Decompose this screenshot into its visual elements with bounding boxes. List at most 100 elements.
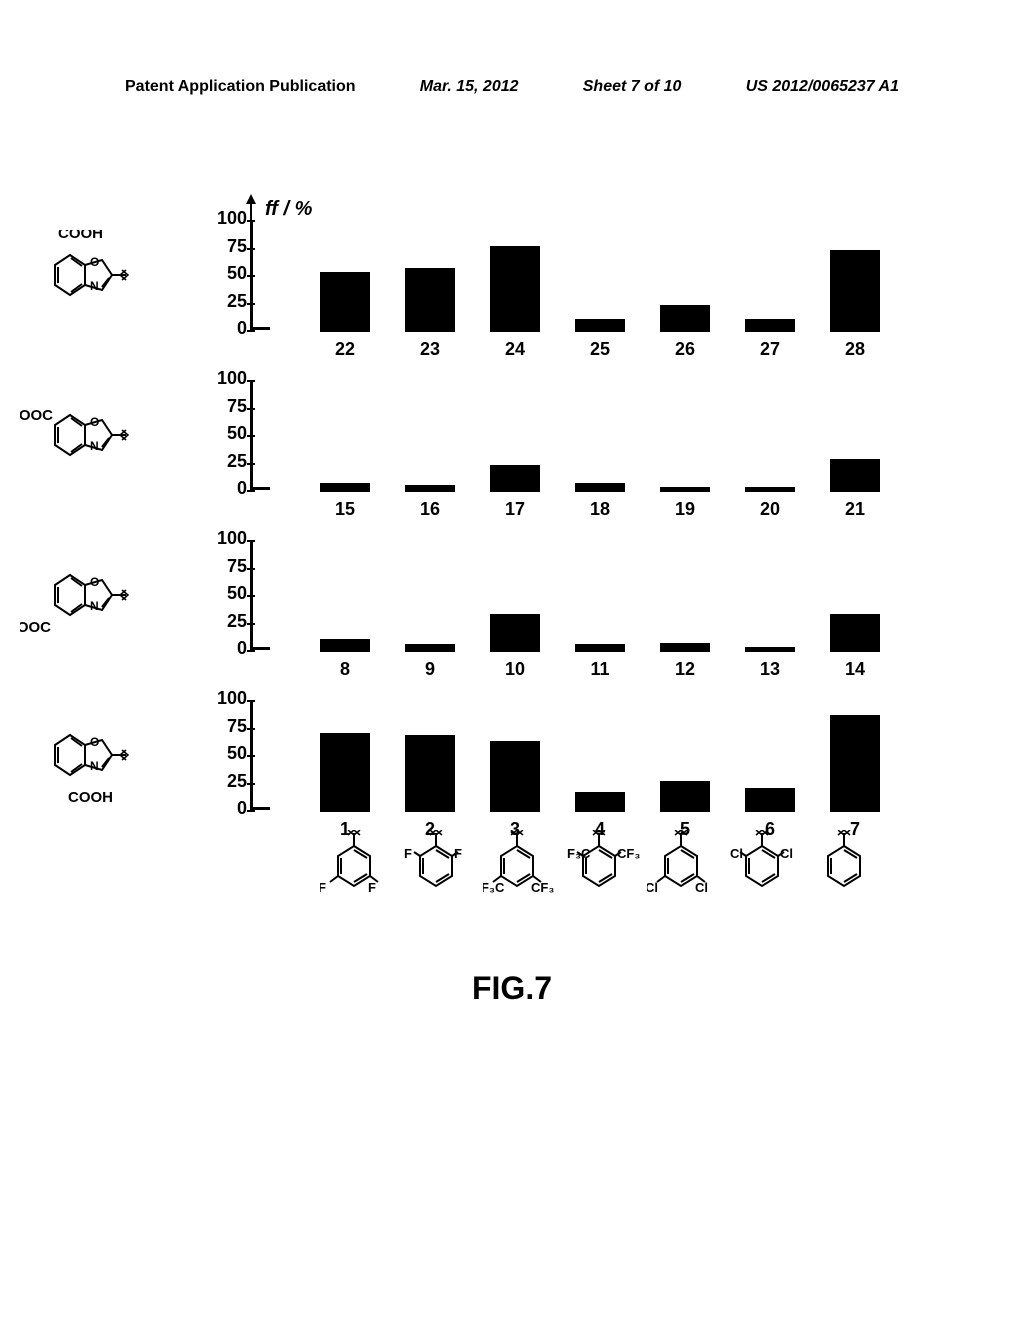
bar — [830, 715, 880, 812]
bar-label: 24 — [490, 339, 540, 360]
substituent-2,6-dichlorophenyl: Cl Cl — [728, 830, 798, 920]
substituent-3,5-bis-CF3-phenyl: F₃C CF₃ — [483, 830, 553, 920]
bar-label: 28 — [830, 339, 880, 360]
y-tick-label: 100 — [195, 368, 247, 389]
y-ticks: 1007550250 — [195, 372, 247, 482]
bar — [745, 788, 795, 812]
page-header: Patent Application Publication Mar. 15, … — [0, 78, 1024, 96]
bar-label: 13 — [745, 659, 795, 680]
bar-labels: 8 9 10 11 12 13 14 — [320, 659, 880, 680]
bar-label: 18 — [575, 499, 625, 520]
bar-label: 15 — [320, 499, 370, 520]
chart-container: ff / % COOH O N 100755025022232425262728… — [140, 210, 880, 850]
publication-label: Patent Application Publication — [125, 78, 356, 96]
bar-label: 20 — [745, 499, 795, 520]
y-tick-label: 50 — [195, 743, 247, 764]
bars-container — [320, 382, 880, 492]
bar-label: 22 — [320, 339, 370, 360]
bar-label: 11 — [575, 659, 625, 680]
figure-label: FIG.7 — [0, 970, 1024, 1007]
axis-box — [250, 220, 270, 330]
substituent-3,5-dichlorophenyl: Cl Cl — [647, 830, 717, 920]
svg-text:F: F — [404, 846, 412, 861]
chart-row: HOOC O N 1007550250891011121314 — [140, 530, 880, 675]
svg-text:N: N — [90, 759, 99, 773]
bar — [320, 272, 370, 333]
bar — [745, 487, 795, 493]
chart-row: COOH O N 10075502501234567 — [140, 690, 880, 835]
svg-text:F: F — [320, 880, 326, 895]
axis-box — [250, 380, 270, 490]
bar — [320, 483, 370, 492]
bar-label: 17 — [490, 499, 540, 520]
bars-container — [320, 702, 880, 812]
y-ticks: 1007550250 — [195, 532, 247, 642]
bar — [660, 305, 710, 333]
y-tick-label: 100 — [195, 208, 247, 229]
bar-label: 21 — [830, 499, 880, 520]
substituent-3,5-difluorophenyl: F F — [320, 830, 390, 920]
bar — [745, 319, 795, 332]
bar — [830, 614, 880, 653]
bar — [490, 465, 540, 493]
chart-row: HOOC O N 100755025015161718192021 — [140, 370, 880, 515]
bar — [405, 735, 455, 812]
y-tick-label: 75 — [195, 236, 247, 257]
svg-text:Cl: Cl — [695, 880, 708, 895]
svg-text:O: O — [90, 735, 99, 749]
y-tick-label: 75 — [195, 716, 247, 737]
bar — [575, 644, 625, 652]
y-tick-label: 75 — [195, 396, 247, 417]
svg-text:CF₃: CF₃ — [531, 880, 554, 895]
bar — [405, 644, 455, 652]
svg-text:N: N — [90, 439, 99, 453]
y-tick-label: 0 — [195, 318, 247, 339]
y-tick-label: 50 — [195, 423, 247, 444]
bar — [830, 250, 880, 333]
bar — [660, 781, 710, 812]
y-ticks: 1007550250 — [195, 692, 247, 802]
svg-text:N: N — [90, 279, 99, 293]
bar — [320, 733, 370, 812]
y-tick-label: 50 — [195, 583, 247, 604]
bar — [745, 647, 795, 653]
substituent-2,6-bis-CF3-phenyl: F₃C CF₃ — [565, 830, 635, 920]
bar — [320, 639, 370, 652]
bar — [405, 268, 455, 332]
y-tick-label: 25 — [195, 291, 247, 312]
bar-label: 9 — [405, 659, 455, 680]
bars-container — [320, 542, 880, 652]
bar-label: 12 — [660, 659, 710, 680]
y-tick-label: 100 — [195, 688, 247, 709]
patent-number: US 2012/0065237 A1 — [746, 78, 899, 96]
svg-text:Cl: Cl — [647, 880, 658, 895]
y-tick-label: 75 — [195, 556, 247, 577]
substituent-row: F F F F F₃C CF₃ — [320, 830, 880, 920]
chart-row: COOH O N 100755025022232425262728 — [140, 210, 880, 355]
bar — [575, 319, 625, 332]
y-ticks: 1007550250 — [195, 212, 247, 322]
svg-text:O: O — [90, 415, 99, 429]
bar-label: 8 — [320, 659, 370, 680]
svg-text:HOOC: HOOC — [20, 407, 53, 424]
y-tick-label: 50 — [195, 263, 247, 284]
substituent-2,6-difluorophenyl: F F — [402, 830, 472, 920]
bar-label: 16 — [405, 499, 455, 520]
chemical-structure-benzoxazole-4-COOH: COOH O N — [20, 710, 170, 800]
axis-box — [250, 540, 270, 650]
bar — [405, 485, 455, 492]
bar-labels: 15 16 17 18 19 20 21 — [320, 499, 880, 520]
bar — [490, 614, 540, 653]
bar — [575, 483, 625, 492]
svg-text:N: N — [90, 599, 99, 613]
bar-label: 10 — [490, 659, 540, 680]
bar — [660, 487, 710, 493]
y-tick-label: 0 — [195, 638, 247, 659]
y-tick-label: 0 — [195, 798, 247, 819]
bar-label: 19 — [660, 499, 710, 520]
bar-label: 14 — [830, 659, 880, 680]
y-tick-label: 25 — [195, 771, 247, 792]
y-tick-label: 0 — [195, 478, 247, 499]
bar-label: 23 — [405, 339, 455, 360]
svg-text:F: F — [368, 880, 376, 895]
